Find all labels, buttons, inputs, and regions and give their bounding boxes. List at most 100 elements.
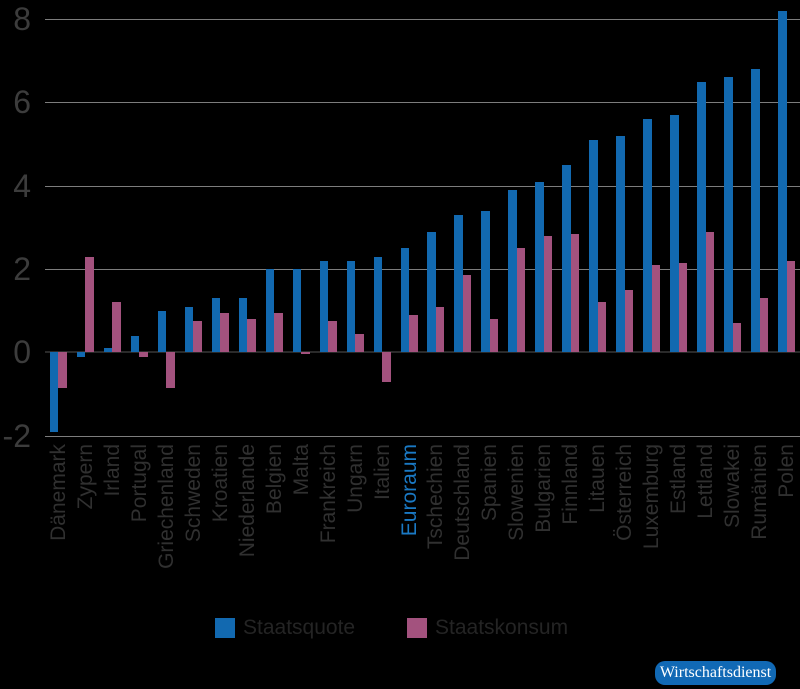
- x-category-label: Bulgarien: [532, 444, 556, 533]
- bar-staatskonsum-portugal: [139, 352, 148, 357]
- bar-staatskonsum-slowakei: [732, 323, 742, 353]
- x-category-label: Litauen: [586, 444, 610, 513]
- x-category-label: Schweden: [181, 444, 205, 543]
- legend-item-staatskonsum[interactable]: Staatskonsum: [407, 616, 569, 639]
- x-category-label: Ungarn: [343, 444, 367, 513]
- y-tick-label: 8: [13, 1, 31, 38]
- y-tick-label: -2: [2, 417, 31, 454]
- legend-label-staatskonsum: Staatskonsum: [435, 616, 569, 639]
- x-category-label: Slowakei: [721, 444, 745, 529]
- bar-staatskonsum-euroraum: [409, 314, 418, 353]
- x-category-label: Spanien: [478, 444, 502, 522]
- bar-staatsquote-polen: [778, 10, 787, 353]
- bar-staatskonsum-tschechien: [435, 306, 445, 353]
- bar-staatsquote-luxemburg: [643, 119, 652, 353]
- bar-staatskonsum-luxemburg: [651, 264, 661, 353]
- bar-staatsquote-rumänien: [751, 69, 760, 353]
- bar-staatskonsum-bulgarien: [543, 235, 553, 353]
- x-category-label: Belgien: [262, 444, 286, 515]
- bar-staatsquote-spanien: [481, 210, 490, 353]
- x-category-label: Italien: [370, 444, 394, 501]
- legend-label-staatsquote: Staatsquote: [243, 616, 356, 639]
- x-category-label: Irland: [100, 444, 124, 497]
- bar-staatsquote-dänemark: [49, 352, 59, 432]
- bar-staatsquote-portugal: [130, 335, 140, 353]
- bar-staatsquote-italien: [373, 256, 383, 353]
- gridline: [45, 102, 800, 104]
- x-category-label: Deutschland: [451, 444, 475, 561]
- bar-staatsquote-kroatien: [211, 298, 221, 353]
- bar-staatsquote-euroraum: [400, 248, 410, 353]
- bar-staatsquote-frankreich: [319, 260, 329, 353]
- bar-staatskonsum-litauen: [597, 302, 607, 353]
- bar-staatsquote-österreich: [616, 135, 625, 353]
- gridline: [45, 19, 800, 21]
- bar-staatskonsum-dänemark: [58, 352, 67, 388]
- x-category-label: Frankreich: [316, 444, 340, 544]
- bar-staatsquote-litauen: [589, 139, 598, 353]
- bar-staatskonsum-deutschland: [462, 275, 472, 353]
- staatskonsum-color-swatch: [407, 618, 427, 638]
- bar-staatskonsum-slowenien: [516, 248, 526, 353]
- bar-staatskonsum-frankreich: [328, 321, 337, 353]
- bar-staatskonsum-zypern: [85, 256, 94, 353]
- bar-staatsquote-slowakei: [724, 77, 733, 353]
- bar-staatskonsum-griechenland: [166, 352, 175, 388]
- y-tick-label: 0: [13, 334, 31, 371]
- bar-staatsquote-slowenien: [508, 189, 517, 353]
- bar-staatskonsum-schweden: [193, 321, 202, 353]
- bar-staatskonsum-kroatien: [220, 312, 229, 353]
- gridline: [45, 185, 800, 187]
- wirtschaftsdienst-badge[interactable]: Wirtschaftsdienst: [655, 661, 776, 685]
- x-category-label: Euroraum: [397, 444, 421, 537]
- x-category-label: Malta: [289, 444, 313, 496]
- x-category-label: Estland: [667, 444, 691, 515]
- bar-staatsquote-ungarn: [346, 260, 356, 353]
- bar-staatsquote-deutschland: [454, 214, 463, 353]
- bar-staatsquote-tschechien: [427, 231, 436, 353]
- bar-staatskonsum-ungarn: [355, 333, 364, 353]
- legend-item-staatsquote[interactable]: Staatsquote: [215, 616, 356, 639]
- bar-staatsquote-finnland: [562, 164, 571, 353]
- bar-staatskonsum-spanien: [489, 319, 499, 353]
- bar-staatsquote-niederlande: [238, 298, 248, 353]
- x-category-label: Polen: [775, 444, 799, 498]
- x-category-label: Dänemark: [46, 444, 70, 541]
- bar-staatskonsum-irland: [112, 302, 121, 353]
- x-category-label: Lettland: [694, 444, 718, 519]
- x-category-label: Zypern: [73, 444, 97, 510]
- bar-staatskonsum-belgien: [274, 312, 283, 353]
- y-tick-label: 2: [13, 251, 31, 288]
- gridline: [45, 435, 800, 437]
- staatsquote-color-swatch: [215, 618, 235, 638]
- bar-staatskonsum-polen: [786, 260, 796, 353]
- x-category-label: Portugal: [127, 444, 151, 523]
- bar-staatsquote-lettland: [697, 81, 706, 353]
- x-category-label: Luxemburg: [640, 444, 664, 550]
- bar-staatskonsum-finnland: [570, 233, 580, 353]
- bar-staatskonsum-rumänien: [759, 298, 769, 353]
- bar-staatsquote-belgien: [265, 269, 275, 353]
- x-axis-zero-line: [45, 351, 800, 354]
- y-tick-label: 4: [13, 167, 31, 204]
- bar-staatsquote-schweden: [184, 306, 194, 353]
- gridline: [45, 269, 800, 271]
- bar-staatskonsum-italien: [382, 352, 391, 382]
- bar-staatsquote-zypern: [76, 352, 86, 357]
- bar-staatskonsum-malta: [301, 352, 310, 355]
- x-category-label: Tschechien: [424, 444, 448, 550]
- bar-staatskonsum-österreich: [624, 289, 634, 353]
- bar-staatsquote-bulgarien: [535, 181, 544, 353]
- bar-staatsquote-irland: [103, 348, 113, 353]
- bar-staatskonsum-niederlande: [247, 319, 256, 353]
- x-category-label: Griechenland: [154, 444, 178, 569]
- x-category-label: Slowenien: [505, 444, 529, 541]
- bar-staatsquote-estland: [670, 114, 679, 353]
- bar-staatskonsum-lettland: [705, 231, 715, 353]
- x-category-label: Rumänien: [748, 444, 772, 540]
- x-category-label: Österreich: [613, 444, 637, 541]
- x-category-label: Niederlande: [235, 444, 259, 558]
- x-category-label: Finnland: [559, 444, 583, 525]
- bar-staatskonsum-estland: [678, 262, 688, 353]
